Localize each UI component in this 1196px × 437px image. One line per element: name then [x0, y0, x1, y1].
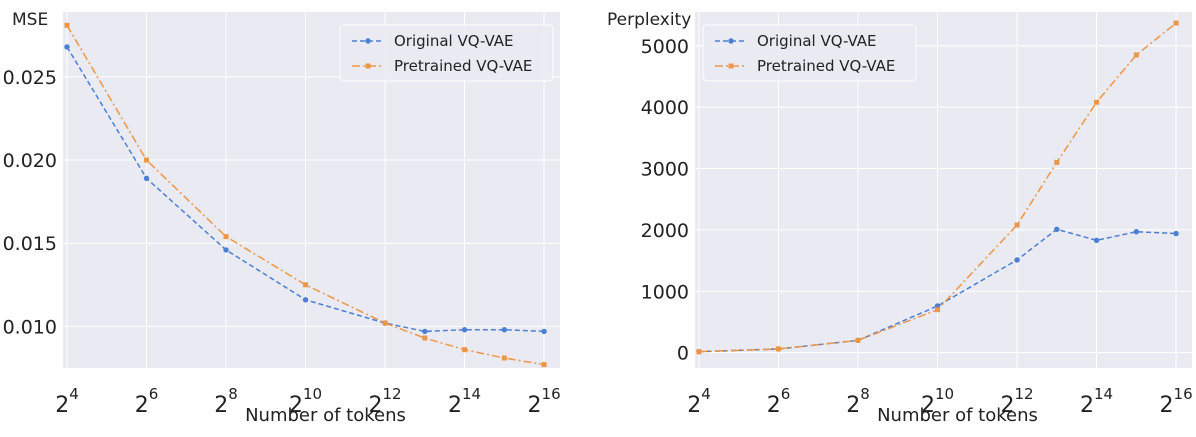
data-point — [143, 175, 150, 182]
y-axis-label: Perplexity — [607, 10, 691, 30]
chart-2: 24 26 28 210 212 214 216 0 1000 2000 3000 4000 5000 P… — [607, 10, 1193, 426]
x-tick-label: 26 — [135, 385, 159, 418]
legend: Original VQ-VAE Pretrained VQ-VAE — [339, 24, 554, 82]
data-point — [1094, 99, 1100, 105]
y-tick-label: 5000 — [641, 36, 689, 58]
data-point — [462, 347, 468, 353]
y-tick-label: 0.010 — [3, 316, 57, 338]
legend-label: Pretrained VQ-VAE — [757, 57, 895, 75]
x-tick-label: 216 — [528, 385, 561, 418]
data-point — [1093, 237, 1100, 244]
data-point — [1054, 226, 1060, 232]
series-line — [66, 46, 545, 333]
data-point — [1014, 257, 1020, 263]
legend-box — [702, 24, 917, 82]
data-point — [501, 355, 507, 361]
chart-1: 24 26 28 210 212 214 216 0.010 0.015 0.020 0.025 MS… — [3, 10, 561, 426]
x-tick-label: 28 — [214, 385, 238, 418]
data-point — [1054, 159, 1060, 165]
data-point — [775, 346, 781, 352]
data-point — [422, 335, 428, 341]
x-tick-label: 210 — [921, 385, 954, 418]
y-tick-label: 0.025 — [3, 67, 57, 89]
legend: Original VQ-VAE Pretrained VQ-VAE — [702, 24, 917, 82]
data-point — [541, 362, 547, 368]
x-axis-label: Number of tokens — [877, 405, 1038, 426]
data-point — [223, 247, 229, 253]
data-point — [501, 327, 508, 333]
data-point — [1133, 229, 1140, 235]
data-point — [1014, 222, 1020, 228]
x-tick-label: 214 — [448, 385, 481, 418]
legend-label: Pretrained VQ-VAE — [394, 57, 532, 75]
x-tick-label: 214 — [1080, 385, 1113, 418]
data-point — [461, 327, 468, 333]
x-axis-label: Number of tokens — [245, 405, 406, 426]
data-point — [302, 297, 309, 303]
data-point — [541, 328, 547, 335]
x-tick-label: 212 — [1001, 385, 1034, 418]
x-tick-label: 216 — [1160, 385, 1193, 418]
y-tick-label: 3000 — [641, 159, 689, 181]
legend-marker — [365, 38, 371, 44]
data-point — [64, 22, 70, 28]
y-tick-label: 2000 — [641, 220, 689, 242]
data-point — [1173, 230, 1179, 237]
data-point — [223, 234, 229, 240]
y-tick-label: 0.015 — [3, 233, 57, 255]
data-point — [382, 320, 388, 326]
data-point — [1173, 20, 1179, 26]
legend-marker — [728, 63, 734, 69]
x-tick-label: 212 — [369, 385, 402, 418]
legend-label: Original VQ-VAE — [394, 32, 514, 50]
y-tick-label: 0 — [677, 343, 689, 365]
x-tick-label: 210 — [289, 385, 322, 418]
data-point — [855, 337, 861, 343]
y-axis-label: MSE — [12, 10, 48, 30]
y-tick-label: 0.020 — [3, 150, 57, 172]
data-point — [935, 307, 941, 313]
legend-marker — [365, 63, 371, 69]
data-point — [696, 349, 702, 355]
x-tick-label: 28 — [846, 385, 870, 418]
data-point — [143, 157, 149, 163]
data-point — [422, 328, 428, 335]
series-line — [698, 22, 1177, 353]
y-tick-label: 1000 — [641, 281, 689, 303]
legend-marker — [728, 38, 734, 44]
y-tick-label: 4000 — [641, 97, 689, 119]
series-pretrained-vq-vae — [696, 20, 1179, 355]
series-pretrained-vq-vae — [64, 22, 547, 368]
x-tick-label: 24 — [55, 385, 79, 418]
legend-box — [339, 24, 554, 82]
data-point — [64, 44, 70, 50]
data-point — [1133, 52, 1139, 58]
data-point — [303, 282, 309, 288]
legend-label: Original VQ-VAE — [757, 32, 877, 50]
x-tick-label: 26 — [767, 385, 791, 418]
x-tick-label: 24 — [687, 385, 711, 418]
